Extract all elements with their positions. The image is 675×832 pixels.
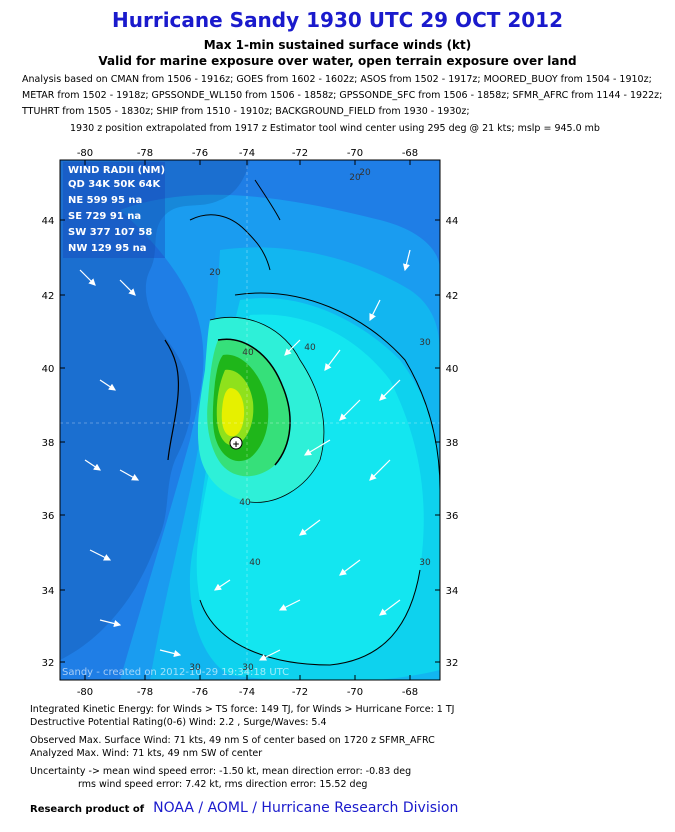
contour-line [234,292,440,491]
footer: Research product of NOAA / AOML / Hurric… [30,797,458,816]
axes: -80 -80 -78 -78 -76 -76 -74 -74 -72 -72 -70 -70 -68 -… [42,148,459,698]
contour-label: 30 [419,338,431,348]
contour-label: 40 [239,498,251,508]
analysis-line: TTUHRT from 1505 - 1830z; SHIP from 1510… [22,106,470,117]
legend-title: WIND RADII (NM) [68,165,165,176]
dpr-text: Destructive Potential Rating(0-6) Wind: … [30,717,327,728]
plot-frame [59,159,441,681]
observed-max-text: Observed Max. Surface Wind: 71 kts, 49 n… [30,735,435,746]
coastline [189,214,271,271]
lat-tick-left: 40 [42,364,55,375]
analysis-line: METAR from 1502 - 1918z; GPSSONDE_WL150 … [22,90,663,101]
lon-tick-bottom: -74 [239,687,255,698]
wind-vectors [79,249,411,661]
footer-label: Research product of [30,804,145,815]
legend-row: SE 729 91 na [68,211,141,222]
lat-tick-right: 42 [446,291,459,302]
footer-org-link[interactable]: NOAA / AOML / Hurricane Research Divisio… [153,800,459,816]
lon-tick-top: -74 [239,148,255,159]
wind-radii-legend: WIND RADII (NM) QD 34K 50K 64K NE 599 95 n… [63,162,165,258]
coastline [164,339,180,461]
lat-tick-left: 32 [42,658,55,669]
lat-tick-right: 34 [446,586,459,597]
lat-tick-right: 38 [446,438,459,449]
legend-box [63,162,165,258]
contour-fill-15 [60,160,440,680]
wind-map: + WIND RADII (NM) QD 34K 50K 64K NE 599 95… [0,140,675,705]
map-plot-area: + [60,160,440,680]
subtitle-exposure: Valid for marine exposure over water, op… [98,54,577,68]
land-outline [60,160,250,660]
contour-label: 20 [359,168,371,178]
wind-map-svg: + WIND RADII (NM) QD 34K 50K 64K NE 599 95… [42,148,459,698]
contour-label: 30 [242,663,254,673]
contour-label: 30 [189,663,201,673]
storm-center-marker [229,436,243,450]
legend-row: NW 129 95 na [68,243,147,254]
watermark: Sandy - created on 2012-10-29 19:34:18 U… [62,667,289,678]
uncertainty-text: Uncertainty -> mean wind speed error: -1… [30,766,412,777]
lon-tick-top: -78 [137,148,153,159]
lon-tick-top: -70 [347,148,363,159]
contour-line [199,569,421,666]
analyzed-max-text: Analyzed Max. Wind: 71 kts, 49 nm SW of … [30,748,263,759]
subtitle-units: Max 1-min sustained surface winds (kt) [203,38,472,52]
contour-line [217,338,291,466]
contour-label: 40 [249,558,261,568]
lon-tick-bottom: -68 [402,687,418,698]
contour-fill-64 [221,388,245,437]
contour-line [209,317,325,503]
lon-tick-bottom: -70 [347,687,363,698]
contour-label: 40 [242,348,254,358]
lat-tick-right: 36 [446,511,459,522]
contour-label: 30 [419,558,431,568]
page-title: Hurricane Sandy 1930 UTC 29 OCT 2012 [111,8,564,32]
lat-tick-left: 42 [42,291,55,302]
contour-label: 40 [304,343,316,353]
analysis-sources: Analysis based on CMAN from 1506 - 1916z… [22,72,662,120]
uncertainty-rms-text: rms wind speed error: 7.42 kt, rms direc… [78,779,368,790]
ike-text: Integrated Kinetic Energy: for Winds > T… [30,704,455,715]
lat-tick-right: 32 [446,658,459,669]
lon-tick-top: -76 [192,148,208,159]
lat-tick-left: 44 [42,216,55,227]
lat-tick-left: 36 [42,511,55,522]
legend-row: NE 599 95 na [68,195,142,206]
lon-tick-bottom: -80 [77,687,93,698]
analysis-line: Analysis based on CMAN from 1506 - 1916z… [22,74,652,85]
lon-tick-bottom: -78 [137,687,153,698]
lon-tick-bottom: -72 [292,687,308,698]
lat-tick-right: 44 [446,216,459,227]
lat-tick-left: 34 [42,586,55,597]
lat-tick-left: 38 [42,438,55,449]
lat-tick-right: 40 [446,364,459,375]
legend-header: QD 34K 50K 64K [68,179,161,190]
contour-label: 20 [209,268,221,278]
contour-label: 20 [349,173,361,183]
storm-center-symbol: + [232,440,240,450]
position-note: 1930 z position extrapolated from 1917 z… [70,123,600,134]
lon-tick-top: -72 [292,148,308,159]
grid-lines [60,160,440,680]
lon-tick-top: -68 [402,148,418,159]
lon-tick-top: -80 [77,148,93,159]
coastline [254,179,281,221]
legend-row: SW 377 107 58 [68,227,152,238]
lon-tick-bottom: -76 [192,687,208,698]
